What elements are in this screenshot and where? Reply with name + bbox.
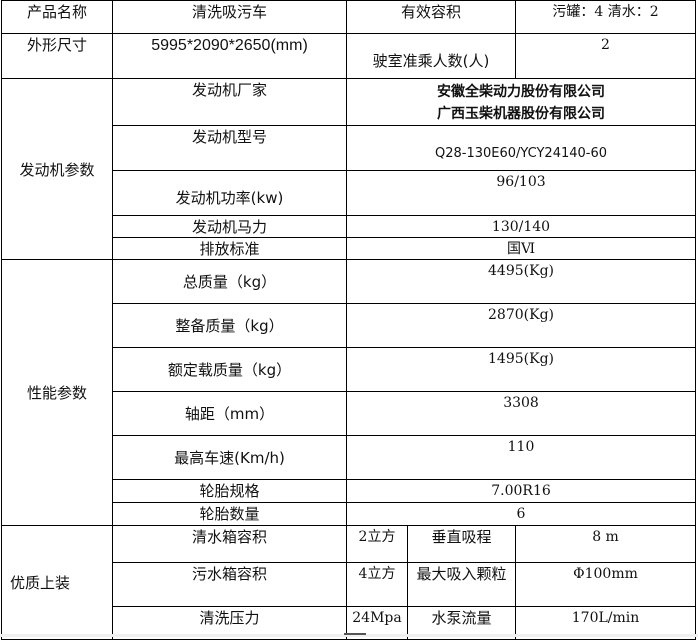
row-value-2: 8 m — [515, 525, 697, 563]
product-name-label: 产品名称 — [1, 0, 113, 34]
cab-value: 2 — [515, 33, 697, 79]
table-row: 发动机参数 发动机厂家 安徽全柴动力股份有限公司 广西玉柴机器股份有限公司 — [1, 78, 697, 260]
equipment-section-label: 优质上装 — [1, 525, 113, 640]
row-label: 轴距（mm） — [112, 391, 347, 436]
table-row: 发动机功率(kw) 96/103 — [2, 170, 697, 216]
dimensions-value: 5995*2090*2650(mm) — [112, 33, 347, 79]
table-row: 轮胎规格 7.00R16 — [2, 479, 697, 503]
row-label-2: 垂直吸程 — [406, 525, 517, 563]
table-row: 性能参数 总质量（kg） 4495(Kg) — [1, 259, 697, 526]
row-label: 总质量（kg） — [112, 259, 347, 304]
capacity-label: 有效容积 — [345, 0, 517, 34]
row-value-2: Φ100mm — [515, 562, 697, 607]
cab-label: 驶室准乘人数(人) — [345, 33, 517, 79]
row-label: 清水箱容积 — [112, 525, 347, 563]
header-row: 产品名称 清洗吸污车 有效容积 污罐：4 清水：2 — [1, 0, 697, 34]
engine-section-label: 发动机参数 — [1, 78, 113, 260]
row-value: 130/140 — [345, 215, 697, 238]
row-value: 国Ⅵ — [345, 237, 697, 260]
scroll-handle[interactable] — [344, 633, 366, 635]
row-label: 整备质量（kg） — [112, 303, 347, 348]
performance-section-label: 性能参数 — [1, 259, 113, 526]
row-label: 污水箱容积 — [112, 562, 347, 607]
row-value: 4立方 — [346, 562, 408, 607]
row-label: 额定载质量（kg） — [112, 347, 347, 392]
table-row: 优质上装 清水箱容积 2立方 垂直吸程 8 m — [1, 525, 697, 640]
table-row: 整备质量（kg） 2870(Kg) — [2, 303, 697, 348]
table-row: 发动机型号 Q28-130E60/YCY24140-60 — [2, 125, 697, 171]
row-value: 7.00R16 — [345, 479, 697, 503]
row-label: 最高车速(Km/h) — [112, 435, 347, 480]
row-label: 发动机型号 — [112, 125, 347, 171]
row-label: 轮胎规格 — [112, 479, 347, 503]
row-value: 2870(Kg) — [345, 303, 697, 348]
row-value: 2立方 — [346, 525, 408, 563]
bottom-strip — [0, 634, 698, 637]
row-value: 110 — [345, 435, 697, 480]
table-row: 最高车速(Km/h) 110 — [2, 435, 697, 480]
row-label-2: 最大吸入颗粒 — [406, 562, 517, 607]
table-row: 轴距（mm） 3308 — [2, 391, 697, 436]
table-row: 污水箱容积 4立方 最大吸入颗粒 Φ100mm — [2, 562, 697, 607]
table-row: 发动机马力 130/140 — [2, 215, 697, 238]
row-label: 排放标准 — [112, 237, 347, 260]
row-value: Q28-130E60/YCY24140-60 — [345, 125, 697, 171]
engine-maker-1: 安徽全柴动力股份有限公司 — [437, 84, 605, 100]
row-label: 发动机功率(kw) — [112, 170, 347, 216]
dimensions-label: 外形尺寸 — [1, 33, 113, 79]
row-value: 安徽全柴动力股份有限公司 广西玉柴机器股份有限公司 — [345, 78, 697, 126]
row-label: 轮胎数量 — [112, 502, 347, 526]
product-name: 清洗吸污车 — [112, 0, 347, 34]
row-value: 96/103 — [345, 170, 697, 216]
row-value: 6 — [345, 502, 697, 526]
row-value: 24Mpa — [346, 606, 408, 640]
row-value: 3308 — [345, 391, 697, 436]
capacity-value: 污罐：4 清水：2 — [515, 0, 697, 34]
dimensions-row: 外形尺寸 5995*2090*2650(mm) 驶室准乘人数(人) 2 — [1, 33, 697, 79]
row-value: 1495(Kg) — [345, 347, 697, 392]
row-value: 4495(Kg) — [345, 259, 697, 304]
row-label: 发动机厂家 — [112, 78, 347, 126]
engine-maker-2: 广西玉柴机器股份有限公司 — [437, 106, 605, 122]
row-label: 发动机马力 — [112, 215, 347, 238]
table-row: 额定载质量（kg） 1495(Kg) — [2, 347, 697, 392]
